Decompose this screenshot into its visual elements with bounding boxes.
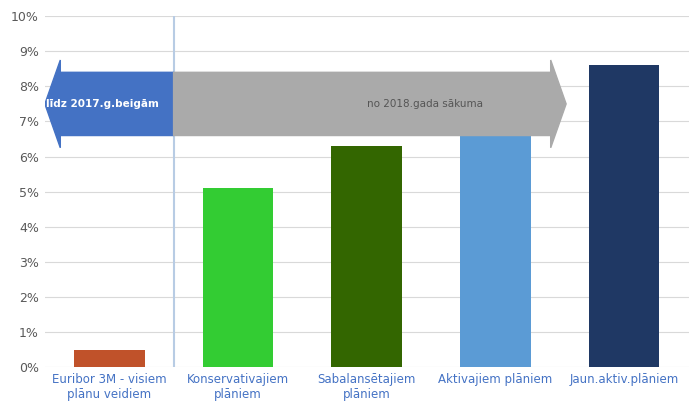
Bar (202, 188, 273, 368)
Bar (589, 65, 659, 368)
Bar (460, 115, 531, 368)
Bar (74, 350, 145, 368)
Text: no 2018.gada sākuma: no 2018.gada sākuma (367, 99, 482, 109)
Bar (331, 146, 402, 368)
Text: līdz 2017.g.beigām: līdz 2017.g.beigām (46, 99, 159, 109)
FancyArrow shape (174, 60, 566, 148)
FancyArrow shape (45, 60, 174, 148)
